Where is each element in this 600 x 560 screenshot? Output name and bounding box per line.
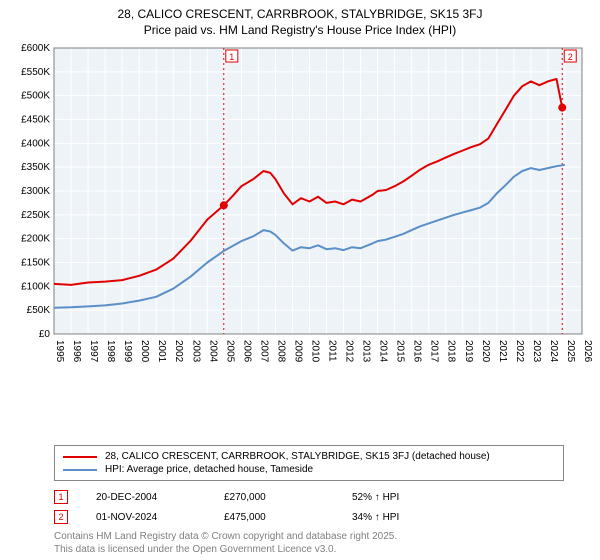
- svg-text:2007: 2007: [258, 340, 269, 363]
- chart-svg: £0 £50K £100K £150K £200K £250K £300K £350K £400…: [8, 42, 592, 376]
- legend-row-property: 28, CALICO CRESCENT, CARRBROOK, STALYBRI…: [63, 450, 555, 463]
- svg-text:1997: 1997: [88, 340, 99, 363]
- svg-text:£50K: £50K: [27, 306, 51, 317]
- svg-text:£250K: £250K: [21, 210, 50, 221]
- svg-text:2008: 2008: [275, 340, 286, 363]
- footer-line1: Contains HM Land Registry data © Crown c…: [54, 531, 592, 544]
- svg-text:£550K: £550K: [21, 67, 50, 78]
- svg-text:2013: 2013: [361, 340, 372, 363]
- svg-text:2010: 2010: [309, 340, 320, 363]
- marker-row-2: 2 01-NOV-2024 £475,000 34% ↑ HPI: [54, 507, 564, 527]
- svg-text:1999: 1999: [122, 340, 133, 363]
- marker-date-1: 20-DEC-2004: [96, 492, 196, 503]
- svg-text:1996: 1996: [71, 340, 82, 363]
- svg-text:2022: 2022: [514, 340, 525, 363]
- svg-text:2012: 2012: [344, 340, 355, 363]
- svg-text:2009: 2009: [292, 340, 303, 363]
- marker-badge-1: 1: [54, 490, 68, 504]
- marker-delta-1: 52% ↑ HPI: [352, 492, 452, 503]
- marker-price-2: £475,000: [224, 512, 324, 523]
- svg-text:2025: 2025: [565, 340, 576, 363]
- svg-text:£100K: £100K: [21, 282, 50, 293]
- svg-text:2: 2: [568, 52, 573, 62]
- svg-text:£400K: £400K: [21, 139, 50, 150]
- svg-text:2016: 2016: [412, 340, 423, 363]
- svg-text:1: 1: [229, 52, 234, 62]
- svg-text:2005: 2005: [224, 340, 235, 363]
- svg-text:£300K: £300K: [21, 186, 50, 197]
- svg-text:2017: 2017: [429, 340, 440, 363]
- legend-swatch-hpi: [63, 469, 97, 471]
- svg-text:2021: 2021: [497, 340, 508, 363]
- svg-text:£500K: £500K: [21, 91, 50, 102]
- marker-delta-2: 34% ↑ HPI: [352, 512, 452, 523]
- title-line2: Price paid vs. HM Land Registry's House …: [8, 22, 592, 38]
- svg-text:£350K: £350K: [21, 163, 50, 174]
- chart-area: £0 £50K £100K £150K £200K £250K £300K £350K £400…: [8, 42, 592, 441]
- svg-text:2020: 2020: [480, 340, 491, 363]
- title-block: 28, CALICO CRESCENT, CARRBROOK, STALYBRI…: [8, 6, 592, 38]
- legend-label-hpi: HPI: Average price, detached house, Tame…: [105, 464, 313, 475]
- legend: 28, CALICO CRESCENT, CARRBROOK, STALYBRI…: [54, 445, 564, 481]
- svg-text:2004: 2004: [207, 340, 218, 363]
- svg-text:2002: 2002: [173, 340, 184, 363]
- svg-text:2018: 2018: [446, 340, 457, 363]
- svg-text:2001: 2001: [156, 340, 167, 363]
- marker-price-1: £270,000: [224, 492, 324, 503]
- title-line1: 28, CALICO CRESCENT, CARRBROOK, STALYBRI…: [8, 6, 592, 22]
- svg-text:2023: 2023: [531, 340, 542, 363]
- svg-text:2015: 2015: [395, 340, 406, 363]
- marker-table: 1 20-DEC-2004 £270,000 52% ↑ HPI 2 01-NO…: [54, 487, 564, 527]
- svg-text:1998: 1998: [105, 340, 116, 363]
- svg-text:2011: 2011: [327, 340, 338, 362]
- svg-text:£150K: £150K: [21, 258, 50, 269]
- svg-text:1995: 1995: [54, 340, 65, 363]
- footer-line2: This data is licensed under the Open Gov…: [54, 544, 592, 557]
- svg-text:2006: 2006: [241, 340, 252, 363]
- legend-row-hpi: HPI: Average price, detached house, Tame…: [63, 463, 555, 476]
- svg-text:£0: £0: [39, 329, 51, 340]
- chart-container: 28, CALICO CRESCENT, CARRBROOK, STALYBRI…: [0, 0, 600, 560]
- svg-text:2026: 2026: [582, 340, 592, 363]
- svg-text:2000: 2000: [139, 340, 150, 363]
- svg-text:2003: 2003: [190, 340, 201, 363]
- marker-date-2: 01-NOV-2024: [96, 512, 196, 523]
- svg-text:£450K: £450K: [21, 115, 50, 126]
- legend-label-property: 28, CALICO CRESCENT, CARRBROOK, STALYBRI…: [105, 451, 490, 462]
- svg-text:£200K: £200K: [21, 234, 50, 245]
- footer: Contains HM Land Registry data © Crown c…: [54, 531, 592, 556]
- marker-row-1: 1 20-DEC-2004 £270,000 52% ↑ HPI: [54, 487, 564, 507]
- svg-text:£600K: £600K: [21, 43, 50, 54]
- svg-text:2024: 2024: [548, 340, 559, 363]
- marker-badge-2: 2: [54, 510, 68, 524]
- legend-swatch-property: [63, 456, 97, 458]
- svg-text:2019: 2019: [463, 340, 474, 363]
- svg-text:2014: 2014: [378, 340, 389, 363]
